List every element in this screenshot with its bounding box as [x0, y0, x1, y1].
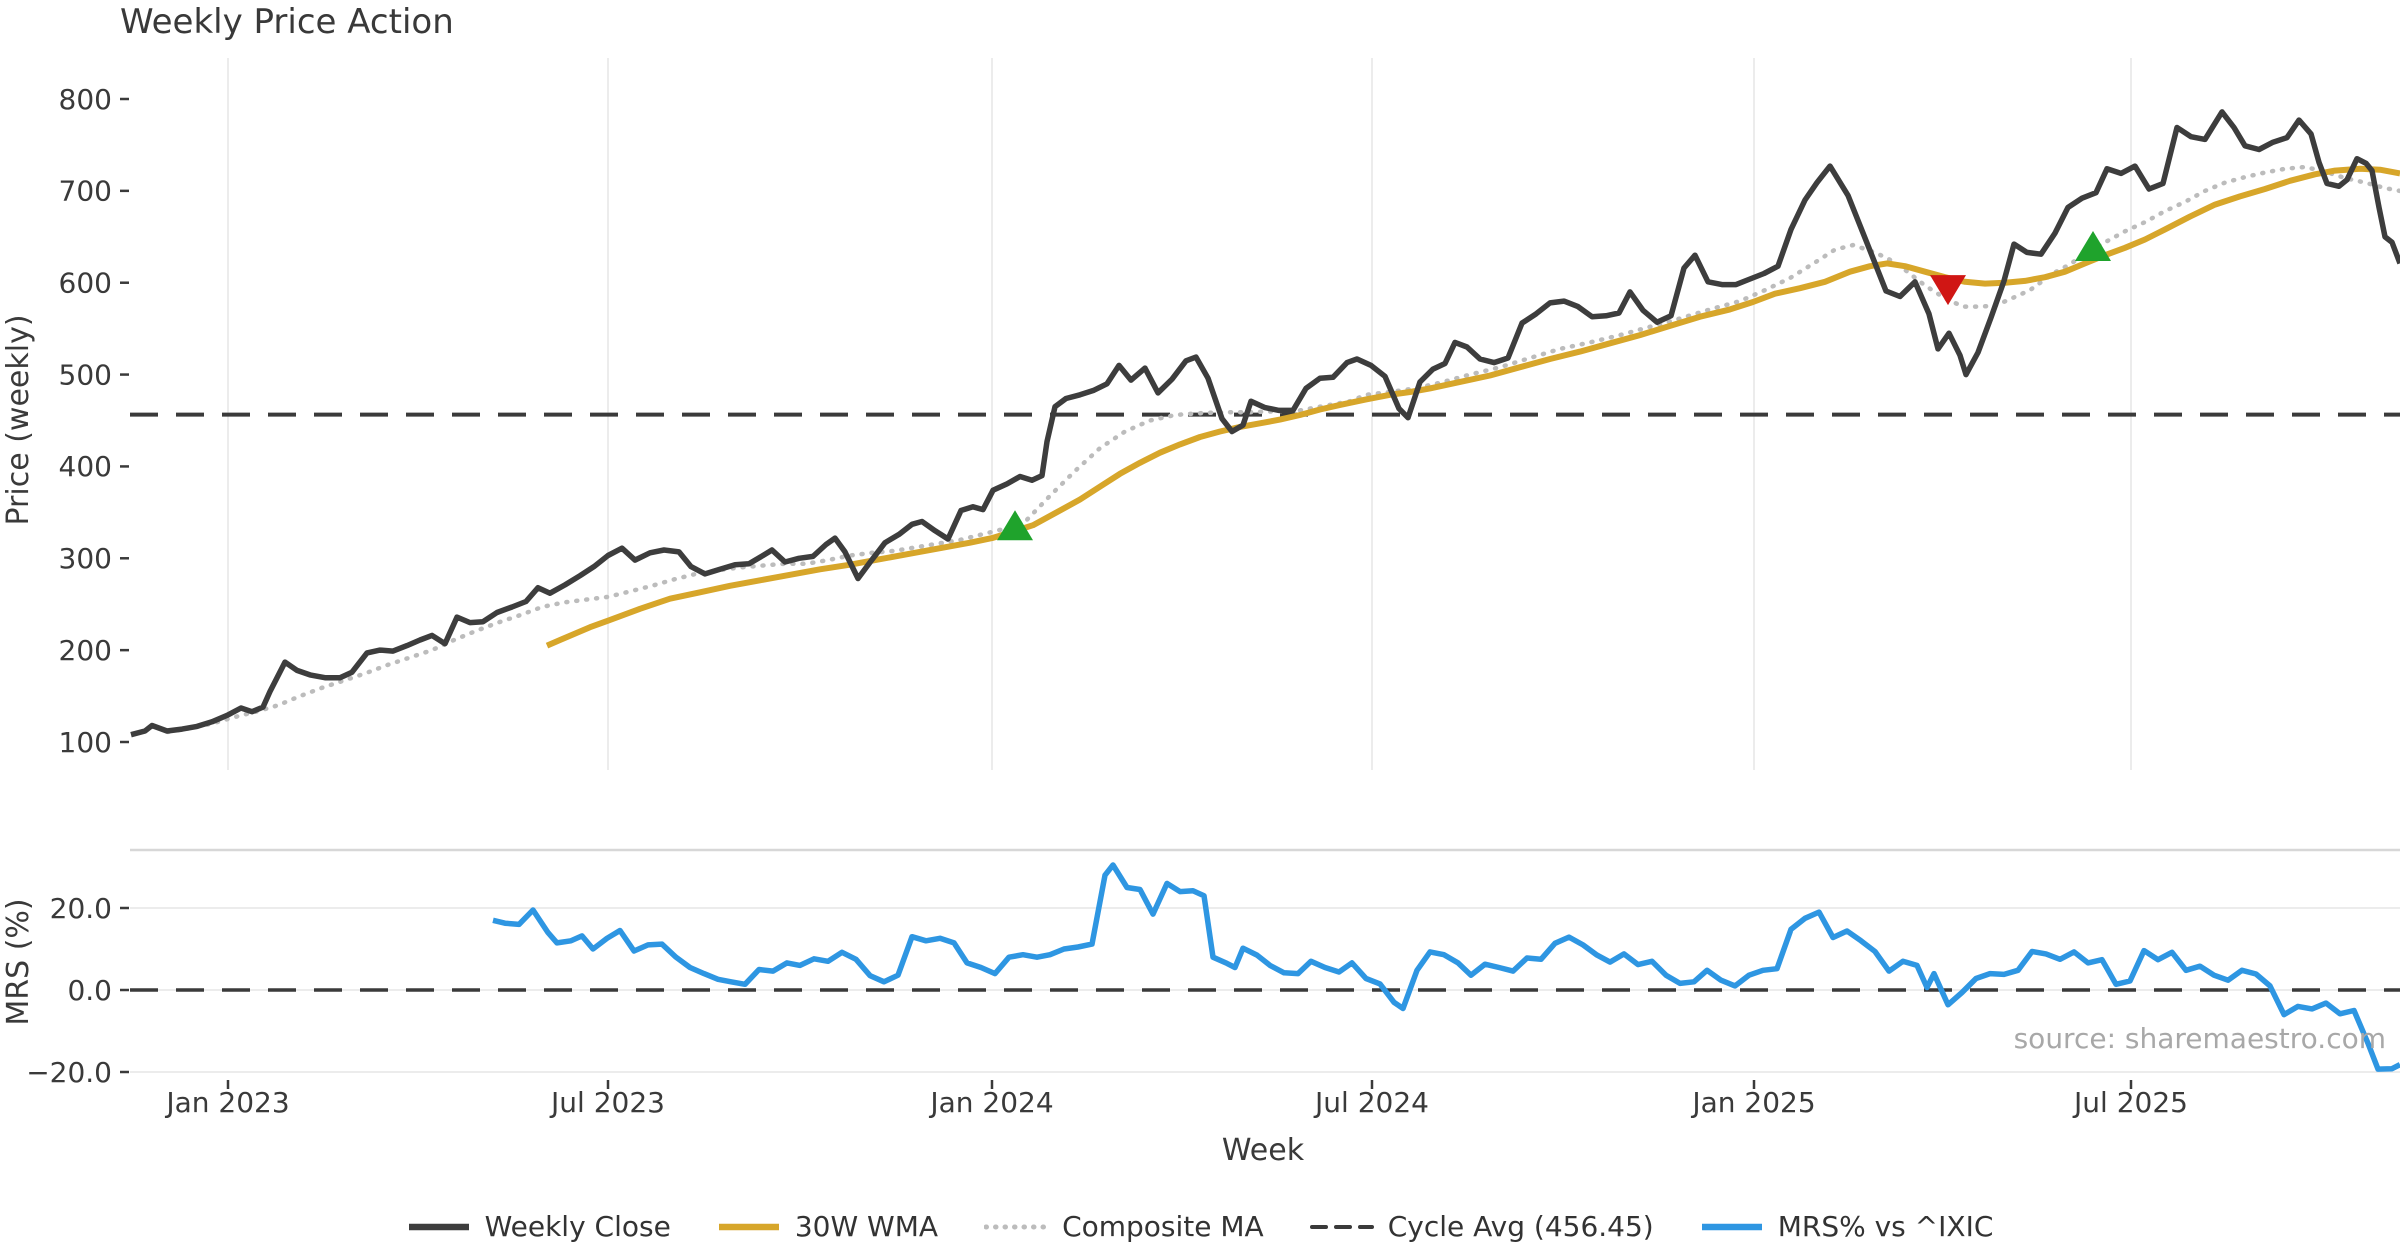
- price-tick-label: 800: [59, 83, 112, 116]
- series-mrs: [492, 862, 2400, 1072]
- price-tick-label: 100: [59, 726, 112, 759]
- legend-item: Composite MA: [984, 1210, 1264, 1243]
- mrs-axis-label: MRS (%): [1, 898, 36, 1025]
- legend-swatch-solid: [1701, 1223, 1762, 1230]
- x-tick-label: Jul 2023: [549, 1086, 665, 1119]
- mrs-tick-label: −20.0: [26, 1056, 112, 1089]
- legend-swatch-dashed: [1309, 1224, 1374, 1229]
- legend-item: MRS% vs ^IXIC: [1700, 1210, 1994, 1243]
- price-tick-label: 400: [59, 450, 112, 483]
- legend-label: Composite MA: [1062, 1210, 1264, 1243]
- legend-swatch-solid: [408, 1223, 469, 1230]
- mrs-tick-label: 0.0: [67, 974, 112, 1007]
- legend: Weekly Close 30W WMA Composite MA Cycle Avg…: [0, 1210, 2400, 1243]
- x-tick-label: Jan 2024: [928, 1086, 1053, 1119]
- x-tick-label: Jul 2025: [2072, 1086, 2188, 1119]
- series-composite-ma: [165, 164, 2400, 735]
- mrs-tick-label: 20.0: [50, 892, 112, 925]
- legend-item: Weekly Close: [407, 1210, 671, 1243]
- price-tick-label: 700: [59, 175, 112, 208]
- legend-swatch-dotted: [984, 1224, 1049, 1229]
- legend-label: 30W WMA: [794, 1210, 939, 1243]
- legend-label: MRS% vs ^IXIC: [1777, 1210, 1994, 1243]
- buy-signal-marker: [2075, 230, 2111, 261]
- legend-swatch-solid: [718, 1223, 779, 1230]
- series-weekly-close: [130, 109, 2400, 738]
- source-credit: source: sharemaestro.com: [2014, 1022, 2386, 1055]
- sell-signal-marker: [1930, 275, 1966, 306]
- price-tick-label: 200: [59, 634, 112, 667]
- legend-label: Cycle Avg (456.45): [1387, 1210, 1654, 1243]
- price-tick-label: 300: [59, 542, 112, 575]
- x-tick-label: Jul 2024: [1313, 1086, 1429, 1119]
- buy-signal-marker: [997, 510, 1033, 541]
- legend-item: Cycle Avg (456.45): [1309, 1210, 1654, 1243]
- price-axis-label: Price (weekly): [1, 314, 36, 525]
- price-tick-label: 600: [59, 267, 112, 300]
- x-tick-label: Jan 2025: [1690, 1086, 1815, 1119]
- legend-item: 30W WMA: [717, 1210, 938, 1243]
- x-tick-label: Jan 2023: [164, 1086, 289, 1119]
- x-axis-label: Week: [1222, 1133, 1305, 1168]
- series-30w-wma: [545, 165, 2400, 649]
- price-tick-label: 500: [59, 358, 112, 391]
- legend-label: Weekly Close: [484, 1210, 671, 1243]
- chart-title: Weekly Price Action: [120, 2, 454, 42]
